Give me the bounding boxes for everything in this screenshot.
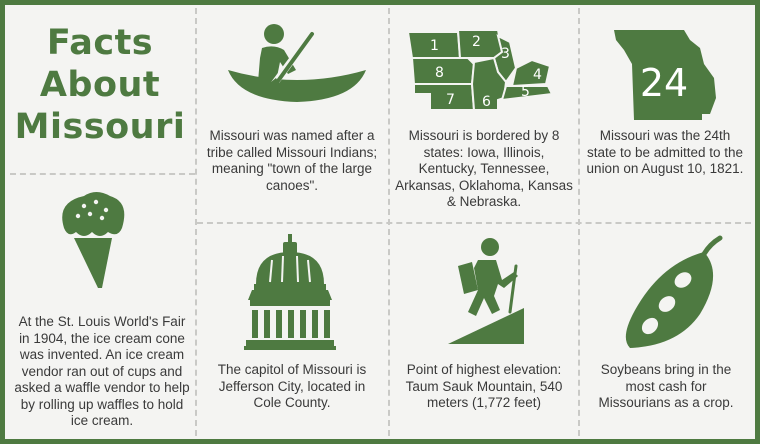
- grid-divider: [10, 173, 195, 175]
- title-line: Missouri: [14, 107, 186, 147]
- border-states-map-icon: 1 2 3 4 5 6 7 8: [402, 24, 567, 124]
- grid-divider: [197, 222, 751, 224]
- map-label: 4: [533, 67, 542, 83]
- title-line: About: [39, 65, 161, 105]
- page-title: Facts About Missouri: [10, 22, 190, 148]
- title-line: Facts: [46, 23, 154, 63]
- fact-statehood: Missouri was the 24th state to be admitt…: [586, 128, 744, 176]
- fact-borders: Missouri is bordered by 8 states: Iowa, …: [395, 128, 573, 209]
- grid-divider: [195, 8, 197, 436]
- soybean-pod-icon: [620, 234, 724, 350]
- map-label: 3: [501, 46, 510, 62]
- capitol-dome-icon: [242, 234, 338, 350]
- map-label: 2: [472, 34, 481, 50]
- fact-elevation: Point of highest elevation: Taum Sauk Mo…: [405, 362, 563, 410]
- fact-capitol: The capitol of Missouri is Jefferson Cit…: [217, 362, 367, 410]
- ice-cream-cone-icon: [54, 188, 130, 292]
- map-label: 8: [435, 65, 444, 81]
- state-number: 24: [640, 61, 688, 105]
- map-label: 5: [521, 84, 530, 100]
- hiker-icon: [448, 238, 528, 344]
- fact-ice-cream: At the St. Louis World's Fair in 1904, t…: [14, 314, 190, 428]
- map-label: 1: [430, 38, 439, 54]
- fact-name-origin: Missouri was named after a tribe called …: [206, 128, 378, 193]
- canoe-icon: [222, 22, 372, 112]
- fact-soybeans: Soybeans bring in the most cash for Miss…: [598, 362, 734, 410]
- missouri-state-icon: 24: [612, 28, 720, 122]
- map-label: 7: [446, 92, 455, 108]
- map-label: 6: [482, 94, 491, 110]
